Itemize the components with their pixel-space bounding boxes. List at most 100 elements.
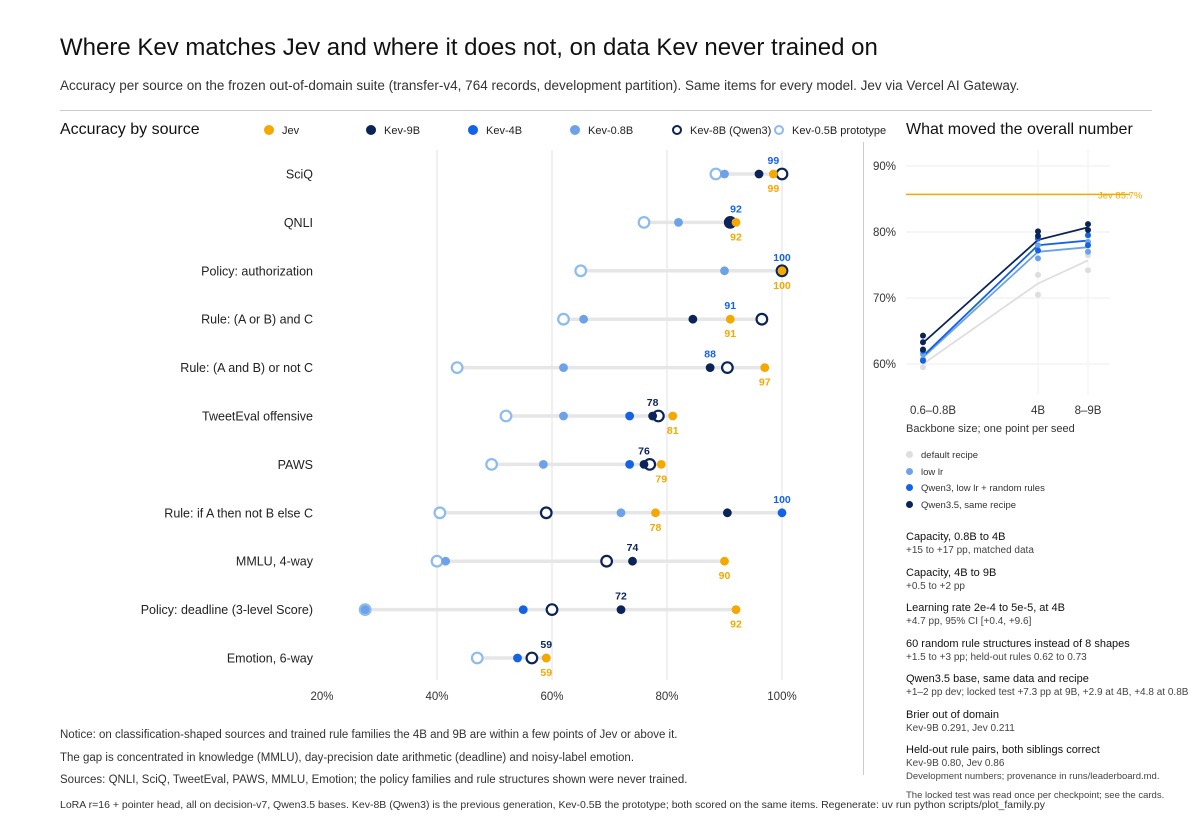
finding-head: Brier out of domain bbox=[906, 708, 999, 721]
point-kev-4b-policy-deadline-3-level-score bbox=[518, 605, 528, 614]
data-label-above: 59 bbox=[540, 639, 552, 651]
point-kev-0-5b-prototype-rule-a-or-b-and-c bbox=[557, 312, 570, 326]
point-kev-0-5b-prototype-rule-if-a-then-not-b-else-c bbox=[433, 506, 447, 520]
point-kev-8b-qwen3-rule-a-and-b-or-not-c bbox=[720, 361, 734, 375]
finding-detail: +4.7 pp, 95% CI [+0.4, +9.6] bbox=[906, 616, 1032, 627]
point-jev-qnli bbox=[731, 218, 741, 227]
legend-kev8b-qwen3: Kev-8B (Qwen3) bbox=[672, 124, 771, 138]
note-line: Notice: on classification-shaped sources… bbox=[60, 729, 678, 741]
data-label-above: 78 bbox=[647, 397, 659, 409]
left-panel-title: Accuracy by source bbox=[60, 121, 200, 138]
data-label-below: 99 bbox=[768, 183, 780, 195]
point-kev-0-8b-sciq bbox=[720, 169, 729, 179]
seed-point-qwen3-5-same-recipe bbox=[1035, 228, 1041, 235]
right-legend-qwen3: Qwen3, low lr + random rules bbox=[906, 481, 1045, 498]
seed-point-qwen3-5-same-recipe bbox=[920, 346, 926, 353]
data-label-below: 97 bbox=[759, 377, 771, 389]
point-kev-9b-paws bbox=[639, 460, 649, 469]
seed-point-default-recipe bbox=[1085, 252, 1091, 259]
note-line: The gap is concentrated in knowledge (MM… bbox=[60, 751, 635, 764]
seed-point-low-lr bbox=[1035, 242, 1041, 249]
point-jev-emotion-6-way bbox=[541, 653, 551, 663]
point-kev-0-8b-mmlu-4-way bbox=[441, 556, 451, 566]
point-kev-9b-policy-deadline-3-level-score bbox=[616, 605, 626, 614]
legend-kev9b-marker bbox=[366, 125, 376, 135]
seed-point-qwen3-low-lr-random-rules bbox=[920, 347, 926, 354]
right-legend-lowlr-label: low lr bbox=[921, 466, 944, 478]
y-tick-label: 70% bbox=[873, 293, 896, 305]
legend-kev8b-qwen3-marker bbox=[672, 125, 682, 135]
finding-head: 60 random rule structures instead of 8 s… bbox=[906, 637, 1130, 650]
legend-kev08b-label: Kev-0.8B bbox=[588, 125, 634, 137]
category-label-sciq: SciQ bbox=[286, 168, 313, 182]
category-label-policy-deadline-3-level-score: Policy: deadline (3-level Score) bbox=[141, 603, 313, 617]
legend-kev9b-label: Kev-9B bbox=[384, 125, 421, 137]
x-tick-label: 100% bbox=[767, 691, 796, 703]
data-label-below: 91 bbox=[724, 328, 736, 340]
legend-kev9b: Kev-9B bbox=[366, 124, 420, 138]
legend-kev8b-qwen3-label: Kev-8B (Qwen3) bbox=[690, 125, 772, 137]
finding-head: Capacity, 0.8B to 4B bbox=[906, 531, 1006, 543]
seed-point-default-recipe bbox=[1035, 291, 1041, 298]
y-tick-label: 80% bbox=[873, 227, 896, 239]
y-tick-label: 60% bbox=[873, 359, 896, 371]
point-jev-rule-a-and-b-or-not-c bbox=[760, 363, 770, 372]
point-kev-9b-rule-a-and-b-or-not-c bbox=[705, 363, 715, 372]
right-legend-qwen35: Qwen3.5, same recipe bbox=[906, 498, 1045, 515]
panel-divider bbox=[863, 142, 864, 775]
notes-block: Notice: on classification-shaped sources… bbox=[60, 724, 687, 792]
point-kev-8b-qwen3-mmlu-4-way bbox=[600, 554, 614, 568]
point-kev-8b-qwen3-rule-a-or-b-and-c bbox=[755, 312, 769, 326]
legend-kev4b-marker bbox=[468, 125, 478, 135]
seed-point-qwen3-5-same-recipe bbox=[1085, 227, 1091, 234]
right-legend-default-label: default recipe bbox=[921, 450, 979, 461]
point-kev-9b-tweeteval-offensive bbox=[648, 411, 658, 421]
dev-note-line-2: The locked test was read once per checkp… bbox=[906, 790, 1165, 801]
legend-kev08b-marker bbox=[570, 125, 580, 135]
note-line: Sources: QNLI, SciQ, TweetEval, PAWS, MM… bbox=[60, 774, 688, 786]
finding-head: Capacity, 4B to 9B bbox=[906, 566, 997, 579]
point-jev-policy-authorization bbox=[777, 266, 787, 276]
x-category-label: 0.6–0.8B bbox=[910, 405, 956, 417]
category-label-tweeteval-offensive: TweetEval offensive bbox=[202, 410, 313, 424]
seed-point-qwen3-low-lr-random-rules bbox=[920, 357, 926, 364]
seed-point-qwen3-5-same-recipe bbox=[920, 339, 926, 346]
point-kev-0-8b-rule-a-and-b-or-not-c bbox=[559, 363, 568, 372]
point-kev-0-5b-prototype-emotion-6-way bbox=[470, 651, 484, 665]
right-x-axis-label: Backbone size; one point per seed bbox=[906, 423, 1075, 435]
data-label-below: 92 bbox=[730, 619, 742, 631]
category-label-emotion-6-way: Emotion, 6-way bbox=[227, 652, 314, 666]
seed-point-qwen3-5-same-recipe bbox=[1035, 232, 1041, 239]
point-kev-9b-rule-a-or-b-and-c bbox=[688, 314, 698, 324]
point-kev-0-8b-tweeteval-offensive bbox=[559, 411, 568, 421]
finding-detail: +15 to +17 pp, matched data bbox=[906, 545, 1034, 556]
point-kev-0-5b-prototype-tweeteval-offensive bbox=[499, 409, 513, 423]
finding-detail: +0.5 to +2 pp bbox=[906, 580, 965, 592]
legend-kev08b: Kev-0.8B bbox=[570, 124, 633, 138]
finding-item: Brier out of domain Kev-9B 0.291, Jev 0.2… bbox=[906, 708, 1200, 735]
right-legend-qwen35-marker bbox=[906, 500, 913, 508]
right-legend-qwen3-marker bbox=[906, 484, 913, 491]
legend-kev05b-marker bbox=[774, 125, 784, 135]
seed-point-qwen3-5-same-recipe bbox=[1085, 221, 1091, 228]
right-legend-qwen35-label: Qwen3.5, same recipe bbox=[921, 499, 1017, 511]
seed-point-default-recipe bbox=[920, 357, 926, 364]
seed-point-low-lr bbox=[1035, 255, 1041, 262]
right-legend-lowlr-marker bbox=[906, 467, 913, 475]
data-label-above: 99 bbox=[768, 155, 780, 167]
point-kev-0-5b-prototype-sciq bbox=[709, 167, 723, 181]
right-legend-lowlr: low lr bbox=[906, 465, 1045, 482]
right-legend-qwen3-label: Qwen3, low lr + random rules bbox=[921, 483, 1045, 494]
point-kev-0-5b-prototype-paws bbox=[485, 458, 499, 471]
finding-head: Learning rate 2e-4 to 5e-5, at 4B bbox=[906, 602, 1065, 614]
point-jev-rule-if-a-then-not-b-else-c bbox=[651, 508, 660, 518]
finding-head: Held-out rule pairs, both siblings corre… bbox=[906, 744, 1100, 756]
data-label-above: 72 bbox=[615, 591, 627, 603]
right-legend-default: default recipe bbox=[906, 448, 1045, 465]
data-label-below: 79 bbox=[655, 473, 667, 485]
category-label-rule-if-a-then-not-b-else-c: Rule: if A then not B else C bbox=[164, 506, 313, 520]
point-kev-0-5b-prototype-qnli bbox=[637, 215, 651, 229]
point-kev-4b-rule-if-a-then-not-b-else-c bbox=[777, 508, 787, 518]
finding-detail: Kev-9B 0.291, Jev 0.211 bbox=[906, 722, 1015, 734]
point-kev-0-8b-policy-deadline-3-level-score bbox=[360, 605, 370, 614]
